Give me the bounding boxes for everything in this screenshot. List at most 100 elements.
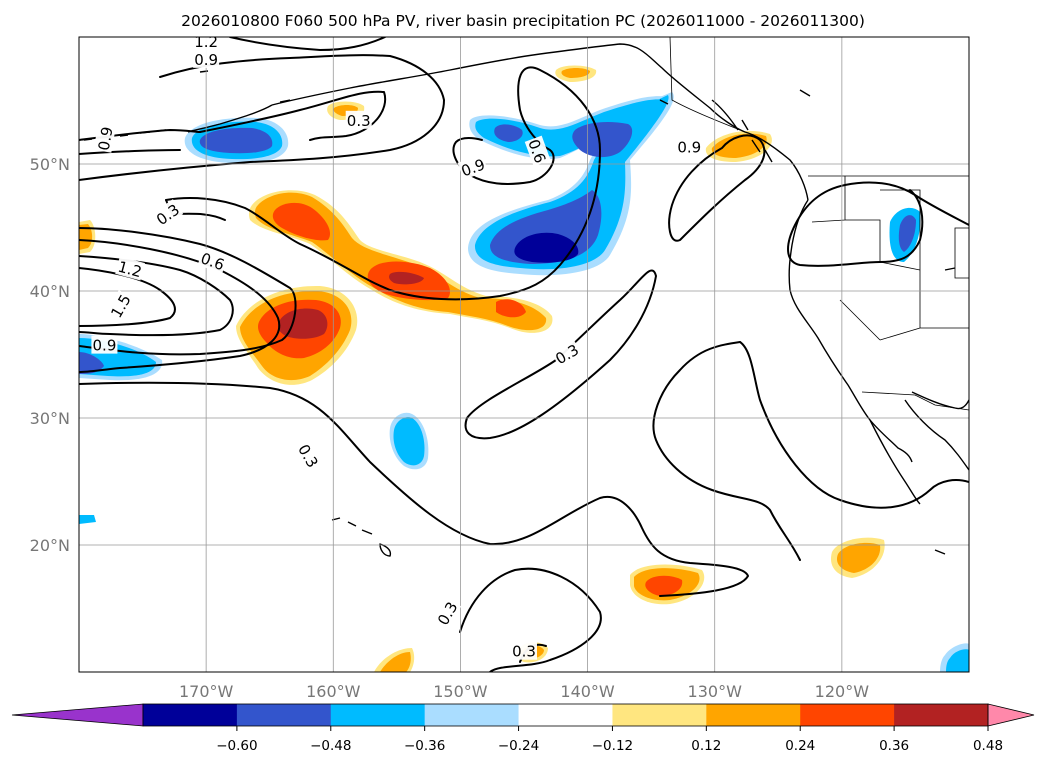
colorbar-swatch [800,704,895,726]
pv-contour-0.9-coast [668,134,766,242]
map-frame [78,36,970,673]
small-islands [199,70,956,555]
colorbar-swatch [236,704,332,726]
contour-label-group: 0.9 [93,124,117,153]
lat-label: 40°N [30,282,70,301]
contour-label-group: 0.9 [91,335,118,355]
precip-region-small-blue [79,207,969,672]
lat-label: 50°N [30,155,70,174]
colorbar-swatch [894,704,989,726]
contour-label: 0.3 [347,112,371,130]
pv-contour-0.3-main [165,66,601,301]
colorbar-tick-label: −0.36 [404,738,445,754]
pv-contour-1.2 [79,255,234,337]
colorbar-swatch [143,704,238,726]
contour-label-group: 1.2 [115,256,146,282]
colorbar-frame [142,703,989,727]
map-area: 0.91.20.30.90.30.61.21.50.90.90.60.30.30… [79,33,969,672]
gridlines [79,37,969,672]
contour-label-bg [193,49,220,68]
latitude-labels: 50°N 40°N 30°N 20°N [30,155,70,555]
pv-contour-0.3-east [739,341,969,509]
border-alaska-canada [669,37,741,131]
pv-contour-0.3-south [79,381,749,597]
coastline-baja [869,399,969,505]
contour-label-bg [432,597,462,629]
colorbar-tick-label: 0.24 [785,738,815,754]
state-borders [811,176,969,341]
contour-label-bg [151,199,184,229]
pv-contour-0.3-sw [459,567,602,672]
colorbar-tick-label: 0.36 [879,738,909,754]
lon-label: 130°W [688,682,743,701]
colorbar-tick-label: −0.48 [310,738,351,754]
precip-region-storm-track-warm [248,190,553,333]
pv-contour-1.2-top [229,37,386,51]
contour-label-bg [345,110,372,129]
colorbar-swatch [612,704,707,726]
contour-label-bg [294,439,324,472]
colorbar-extend-high [987,703,1035,727]
pv-contour-0.6 [79,227,297,356]
precip-region-gulf-of-alaska [468,92,674,276]
colorbar-tick-label: −0.60 [216,738,257,754]
pv-contour-0.3-north [199,90,387,141]
coastline-us-west [788,199,913,463]
contour-label: 0.9 [92,337,116,355]
pv-contour-0.9-aleut [79,149,181,155]
contour-label-group: 1.2 [193,33,220,51]
contour-label-bg [91,335,118,354]
contour-label-bg [115,256,146,281]
pv-contour-0.9-top [79,54,445,181]
contour-label-bg [457,153,489,180]
contour-label-group: 0.3 [511,641,537,661]
contour-label-group: 0.9 [676,137,703,156]
contour-label-bg [197,247,229,274]
contour-label: 1.2 [116,258,144,282]
colorbar: −0.60 −0.48 −0.36 −0.24 −0.12 0.12 0.24 0.36 0.4… [11,703,1035,754]
colorbar-tick-label: −0.12 [592,738,633,754]
political-borders [669,37,969,411]
coastline-alaska-peninsula [187,104,273,133]
figure-title: 2026010800 F060 500 hPa PV, river basin … [181,12,865,30]
colorbar-swatch [706,704,801,726]
contour-label-group: 0.3 [345,110,372,130]
contour-label-bg [550,339,583,368]
pv-contour-0.3-east2 [652,341,801,561]
border-us-mexico [861,391,969,411]
colorbar-tick-label: −0.24 [498,738,539,754]
contour-label: 0.3 [512,643,536,661]
colorbar-tick-label: 0.48 [973,738,1003,754]
contour-label: 0.9 [677,138,701,156]
contour-label-bg [676,137,703,156]
contour-label: 1.2 [194,33,218,51]
coastline-bc-islands [711,99,773,163]
coastline-alaska [271,43,809,201]
contour-label-bg [524,135,551,167]
lon-label: 170°W [179,682,234,701]
colorbar-extend-low [11,703,144,727]
precip-region-central-pacific-blue [389,412,429,470]
lon-label: 150°W [433,682,488,701]
contour-label: 0.9 [194,51,218,69]
contour-label-bg [93,124,116,153]
colorbar-swatch [330,704,426,726]
pv-contour-0.3-namer [787,181,969,267]
lon-label: 160°W [306,682,361,701]
lon-label: 140°W [560,682,615,701]
colorbar-swatch [518,704,613,726]
contour-label-bg [105,289,135,322]
contour-label-group: 0.9 [193,49,220,69]
lat-label: 20°N [30,536,70,555]
contour-label: 0.9 [95,125,117,152]
contour-label-bg [511,641,537,660]
hawaii-islands [331,517,392,557]
colorbar-tick-label: 0.12 [691,738,721,754]
contour-label-bg [193,37,220,51]
lat-label: 30°N [30,409,70,428]
colorbar-swatch [424,704,520,726]
pv-contour-0.9-lower [79,239,281,373]
longitude-labels: 170°W 160°W 150°W 140°W 130°W 120°W [179,682,869,701]
coastlines [83,43,969,557]
